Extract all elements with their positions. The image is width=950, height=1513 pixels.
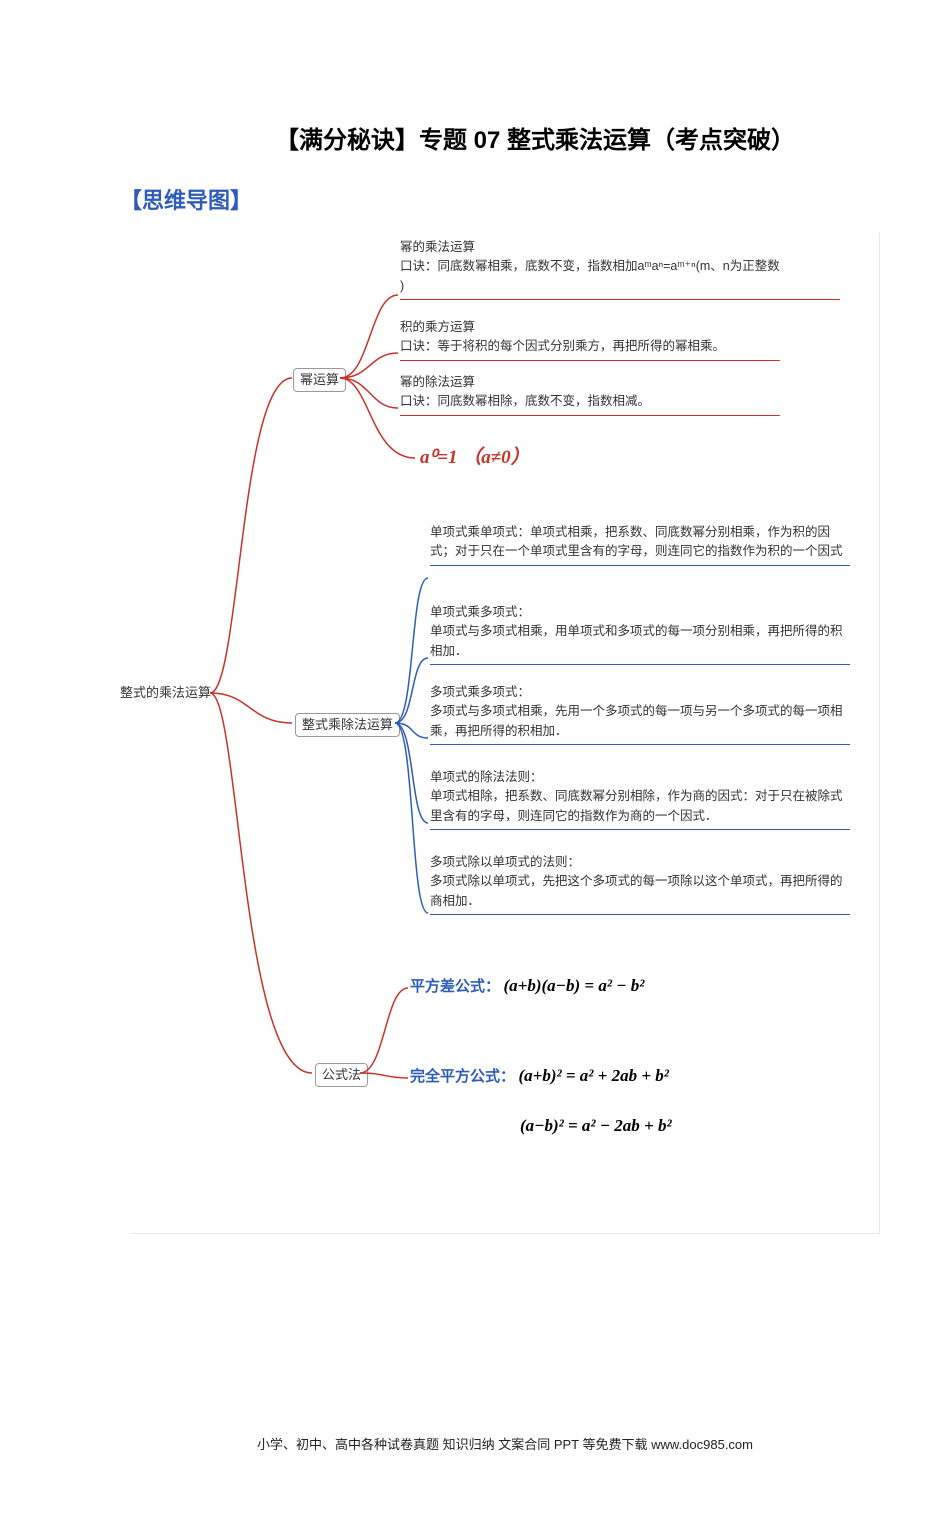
- formula-label: 完全平方公式：: [410, 1069, 515, 1085]
- leaf-title: 多项式乘多项式：: [430, 685, 530, 699]
- leaf-zero-power: a⁰=1 （a≠0）: [420, 443, 720, 475]
- leaf-body: 口诀：同底数幂相乘，底数不变，指数相加aᵐaⁿ=aᵐ⁺ⁿ(m、n为正整数: [400, 259, 780, 273]
- leaf-body: 多项式与多项式相乘，先用一个多项式的每一项与另一个多项式的每一项相乘，再把所得的…: [430, 704, 843, 737]
- leaf-perfect-square-minus: (a−b)² = a² − 2ab + b²: [520, 1113, 940, 1142]
- leaf-title: 单项式乘多项式：: [430, 605, 530, 619]
- leaf-title: 幂的除法运算: [400, 375, 475, 389]
- page: 【满分秘诀】专题 07 整式乘法运算（考点突破） 【思维导图】 整式的乘法运算 …: [0, 0, 950, 1513]
- leaf-mono-div: 单项式的除法法则： 单项式相除，把系数、同底数幂分别相除，作为商的因式：对于只在…: [430, 768, 850, 830]
- leaf-power-div: 幂的除法运算 口诀：同底数幂相除，底数不变，指数相减。: [400, 373, 780, 416]
- section-title: 【思维导图】: [120, 183, 880, 215]
- mind-map-diagram: 整式的乘法运算 幂运算 整式乘除法运算 公式法: [130, 233, 880, 1234]
- formula-label: 平方差公式：: [410, 979, 500, 995]
- leaf-product-power: 积的乘方运算 口诀：等于将积的每个因式分别乘方，再把所得的幂相乘。: [400, 318, 780, 361]
- formula-text: (a+b)² = a² + 2ab + b²: [519, 1066, 669, 1085]
- leaf-diff-squares: 平方差公式： (a+b)(a−b) = a² − b²: [410, 973, 830, 1002]
- leaf-title: 多项式除以单项式的法则：: [430, 855, 580, 869]
- page-footer: 小学、初中、高中各种试卷真题 知识归纳 文案合同 PPT 等免费下载 www.d…: [130, 1434, 880, 1453]
- leaf-power-mul: 幂的乘法运算 口诀：同底数幂相乘，底数不变，指数相加aᵐaⁿ=aᵐ⁺ⁿ(m、n为…: [400, 238, 840, 300]
- leaf-body: 口诀：等于将积的每个因式分别乘方，再把所得的幂相乘。: [400, 339, 725, 353]
- leaf-body: 单项式乘单项式：单项式相乘，把系数、同底数幂分别相乘，作为积的因式；对于只在一个…: [430, 525, 843, 558]
- leaf-title: 积的乘方运算: [400, 320, 475, 334]
- leaf-title: 单项式的除法法则：: [430, 770, 543, 784]
- leaf-perfect-square: 完全平方公式： (a+b)² = a² + 2ab + b²: [410, 1063, 850, 1092]
- leaf-body2: ): [400, 279, 404, 293]
- leaf-body: 单项式与多项式相乘，用单项式和多项式的每一项分别相乘，再把所得的积相加．: [430, 624, 843, 657]
- leaf-title: 幂的乘法运算: [400, 240, 475, 254]
- leaf-poly-poly: 多项式乘多项式： 多项式与多项式相乘，先用一个多项式的每一项与另一个多项式的每一…: [430, 683, 850, 745]
- formula-a0: a⁰=1 （a≠0）: [420, 447, 530, 468]
- leaf-body: 多项式除以单项式，先把这个多项式的每一项除以这个单项式，再把所得的商相加．: [430, 874, 843, 907]
- leaf-body: 口诀：同底数幂相除，底数不变，指数相减。: [400, 394, 650, 408]
- leaf-mono-mono: 单项式乘单项式：单项式相乘，把系数、同底数幂分别相乘，作为积的因式；对于只在一个…: [430, 523, 850, 566]
- formula-text: (a−b)² = a² − 2ab + b²: [520, 1116, 672, 1135]
- leaf-mono-poly: 单项式乘多项式： 单项式与多项式相乘，用单项式和多项式的每一项分别相乘，再把所得…: [430, 603, 850, 665]
- leaf-body: 单项式相除，把系数、同底数幂分别相除，作为商的因式：对于只在被除式里含有的字母，…: [430, 789, 843, 822]
- page-title: 【满分秘诀】专题 07 整式乘法运算（考点突破）: [190, 120, 880, 155]
- formula-text: (a+b)(a−b) = a² − b²: [504, 976, 645, 995]
- leaf-poly-div-mono: 多项式除以单项式的法则： 多项式除以单项式，先把这个多项式的每一项除以这个单项式…: [430, 853, 850, 915]
